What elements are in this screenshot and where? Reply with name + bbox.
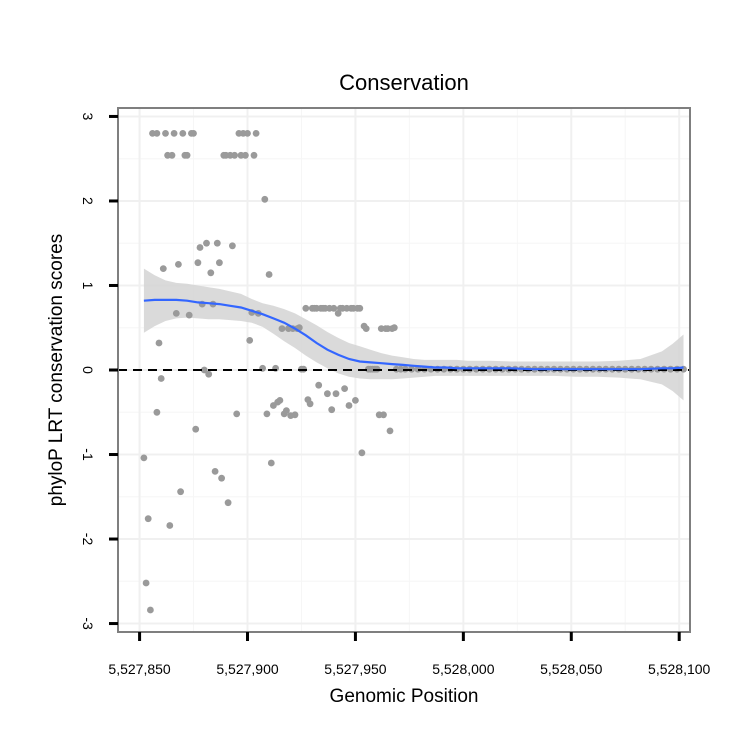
data-point [162, 130, 169, 137]
x-tick-label: 5,528,100 [648, 661, 710, 677]
y-tick-label: 3 [80, 113, 96, 121]
data-point [278, 325, 286, 332]
data-point [276, 397, 284, 404]
data-point [283, 407, 290, 414]
data-point [267, 459, 275, 467]
data-point [144, 515, 152, 523]
data-point [352, 397, 359, 404]
data-point [291, 411, 299, 419]
data-point [246, 337, 254, 344]
data-point [147, 606, 154, 614]
data-point [140, 454, 148, 462]
x-tick-label: 5,527,900 [216, 661, 278, 677]
data-point [200, 366, 208, 374]
data-point [242, 151, 249, 159]
data-point [196, 244, 204, 251]
data-point [142, 579, 150, 587]
y-tick-label: 2 [80, 197, 96, 205]
data-point [362, 325, 370, 332]
y-tick-label: 1 [80, 282, 96, 290]
data-point [386, 427, 394, 435]
data-point [159, 265, 167, 272]
data-point [324, 390, 331, 398]
data-point [224, 499, 232, 507]
data-point [380, 411, 387, 419]
y-tick-label: -3 [80, 617, 96, 630]
data-point [194, 259, 202, 267]
data-point [332, 390, 340, 398]
data-point [263, 410, 271, 418]
data-point [261, 195, 269, 203]
y-axis-label: phyloP LRT conservation scores [46, 233, 67, 507]
data-point [229, 242, 236, 250]
data-point [175, 261, 182, 268]
data-point [205, 370, 213, 378]
data-point [155, 339, 163, 347]
data-point [244, 130, 251, 137]
x-tick-label: 5,527,850 [108, 661, 170, 677]
y-tick-label: 0 [80, 366, 96, 374]
confidence-band [143, 268, 684, 401]
data-point [211, 468, 219, 475]
data-point [390, 324, 398, 332]
data-point [345, 402, 353, 409]
data-point [218, 474, 226, 482]
data-point [306, 400, 314, 408]
data-point [166, 522, 174, 529]
data-point [179, 130, 187, 137]
data-point [168, 151, 176, 159]
data-point [207, 269, 215, 277]
x-axis-label: Genomic Position [329, 686, 479, 707]
data-point [216, 259, 223, 267]
chart-title: Conservation [339, 70, 469, 95]
data-point [153, 130, 161, 137]
data-point [334, 310, 342, 317]
y-tick-label: -2 [80, 533, 96, 546]
data-point [231, 151, 239, 159]
x-tick-label: 5,527,950 [324, 661, 386, 677]
data-point [252, 130, 260, 137]
data-point [330, 304, 338, 312]
data-point [192, 425, 200, 433]
data-point [328, 406, 336, 414]
data-point [250, 151, 258, 159]
x-tick-label: 5,528,050 [540, 661, 602, 677]
data-point [153, 408, 161, 416]
data-point [183, 151, 191, 159]
smooth-fit-line [143, 298, 684, 371]
data-point [190, 130, 197, 137]
data-point [358, 449, 366, 457]
data-point [341, 385, 348, 392]
data-point [213, 239, 221, 247]
data-point [185, 311, 193, 319]
y-tick-label: -1 [80, 448, 96, 461]
data-point [315, 381, 323, 389]
data-point [170, 130, 178, 137]
data-point [203, 239, 210, 247]
x-tick-label: 5,528,000 [432, 661, 494, 677]
data-point [265, 271, 273, 278]
data-point [356, 304, 364, 312]
data-point [157, 375, 165, 382]
data-point [302, 304, 310, 312]
data-point [233, 410, 241, 418]
data-point [172, 310, 180, 317]
data-point [177, 488, 185, 496]
